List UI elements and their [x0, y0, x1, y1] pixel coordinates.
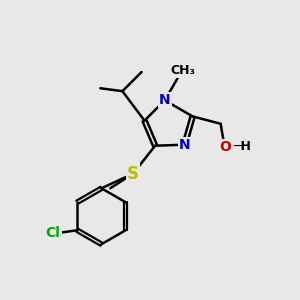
- Text: N: N: [179, 138, 190, 152]
- Text: S: S: [127, 165, 139, 183]
- Text: N: N: [159, 93, 171, 107]
- Text: Cl: Cl: [46, 226, 61, 240]
- Text: CH₃: CH₃: [170, 64, 195, 77]
- Text: O: O: [220, 140, 232, 154]
- Text: ─H: ─H: [234, 140, 251, 153]
